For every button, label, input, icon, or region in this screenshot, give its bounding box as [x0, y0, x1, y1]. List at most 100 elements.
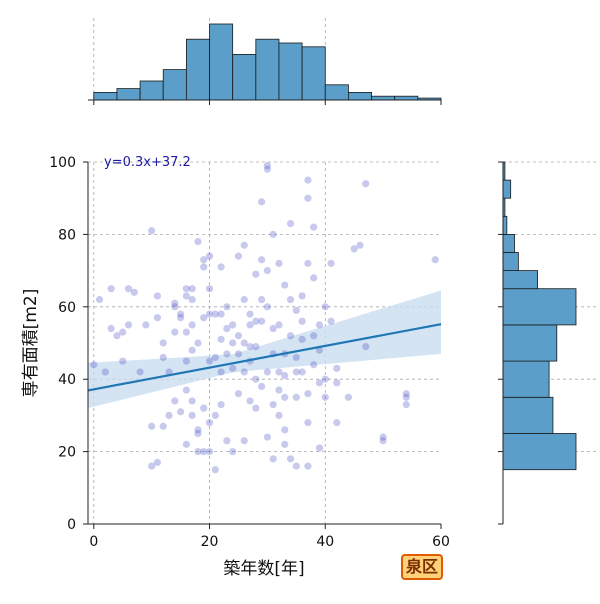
scatter-point: [263, 368, 271, 376]
scatter-point: [304, 419, 312, 427]
region-badge: 泉区: [401, 554, 443, 580]
scatter-point: [159, 339, 167, 347]
scatter-point: [362, 343, 370, 351]
scatter-point: [223, 324, 231, 333]
right-hist-bar: [502, 233, 515, 253]
scatter-point: [321, 375, 329, 383]
scatter-point: [275, 411, 283, 419]
scatter-point: [240, 437, 248, 445]
scatter-point: [281, 440, 289, 448]
scatter-point: [130, 288, 138, 296]
scatter-point: [333, 364, 341, 372]
scatter-point: [159, 422, 167, 430]
scatter-point: [258, 198, 266, 206]
scatter-point: [171, 397, 179, 405]
top-hist-bar: [232, 54, 257, 101]
scatter-point: [200, 263, 208, 271]
scatter-point: [315, 321, 324, 329]
scatter-point: [148, 422, 156, 430]
scatter-point: [90, 361, 98, 369]
scatter-point: [281, 393, 289, 401]
scatter-point: [321, 303, 329, 311]
scatter-point: [188, 285, 196, 293]
scatter-point: [304, 390, 312, 398]
scatter-point: [182, 440, 190, 448]
scatter-point: [286, 295, 295, 304]
scatter-point: [176, 314, 185, 322]
scatter-point: [402, 393, 410, 401]
scatter-point: [176, 408, 185, 416]
scatter-point: [327, 317, 335, 325]
scatter-point: [263, 433, 271, 441]
scatter-point: [263, 303, 271, 311]
scatter-point: [269, 455, 277, 463]
scatter-point: [182, 292, 190, 300]
scatter-point: [327, 259, 335, 267]
scatter-point: [310, 223, 318, 231]
scatter-point: [379, 437, 387, 445]
scatter-point: [205, 310, 214, 318]
scatter-point: [171, 299, 179, 307]
scatter-point: [269, 230, 277, 238]
scatter-point: [194, 426, 202, 434]
scatter-point: [234, 350, 243, 358]
scatter-point: [310, 274, 318, 282]
scatter-point: [205, 252, 214, 260]
scatter-point: [182, 357, 190, 365]
y-tick-label: 40: [58, 372, 76, 388]
scatter-point: [182, 328, 190, 336]
scatter-point: [298, 292, 306, 300]
scatter-point: [263, 165, 271, 173]
scatter-point: [153, 314, 162, 322]
scatter-point: [258, 382, 266, 391]
scatter-point: [356, 241, 364, 249]
scatter-point: [229, 364, 237, 372]
scatter-point: [200, 256, 208, 264]
scatter-point: [240, 368, 248, 376]
scatter-point: [402, 400, 410, 409]
scatter-point: [217, 400, 225, 409]
y-tick-label: 80: [58, 227, 76, 243]
y-axis-label: 専有面積[m2]: [21, 289, 41, 398]
scatter-point: [240, 339, 248, 347]
scatter-point: [205, 357, 214, 365]
scatter-point: [275, 321, 283, 329]
scatter-point: [298, 368, 306, 376]
scatter-point: [275, 386, 283, 394]
scatter-point: [298, 317, 306, 325]
x-axis-label: 築年数[年]: [223, 559, 304, 579]
y-tick-label: 60: [58, 300, 76, 316]
right-hist-bar: [502, 360, 550, 398]
x-tick-label: 20: [201, 534, 219, 550]
scatter-point: [292, 353, 300, 362]
scatter-point: [252, 343, 260, 351]
scatter-point: [176, 310, 185, 318]
x-tick-label: 0: [89, 534, 98, 550]
scatter-point: [252, 317, 260, 325]
scatter-point: [304, 259, 312, 267]
y-tick-label: 0: [67, 517, 76, 533]
x-tick-label: 60: [432, 534, 450, 550]
regression-line: [87, 323, 442, 392]
scatter-point: [246, 343, 254, 351]
scatter-point: [194, 429, 202, 438]
right-hist-bar: [502, 179, 512, 199]
top-hist-bar: [324, 84, 349, 101]
scatter-point: [269, 324, 277, 333]
top-hist-bar: [116, 88, 141, 101]
scatter-point: [148, 462, 156, 470]
scatter-point: [252, 375, 260, 383]
scatter-point: [234, 252, 243, 260]
scatter-point: [136, 368, 144, 376]
scatter-point: [217, 310, 225, 318]
top-hist-bar: [278, 42, 303, 101]
scatter-point: [124, 285, 133, 293]
scatter-point: [362, 180, 370, 188]
y-tick-label: 100: [49, 155, 76, 171]
scatter-point: [194, 238, 202, 246]
top-hist-bar: [162, 69, 187, 101]
scatter-point: [275, 259, 283, 267]
scatter-point: [304, 176, 312, 184]
